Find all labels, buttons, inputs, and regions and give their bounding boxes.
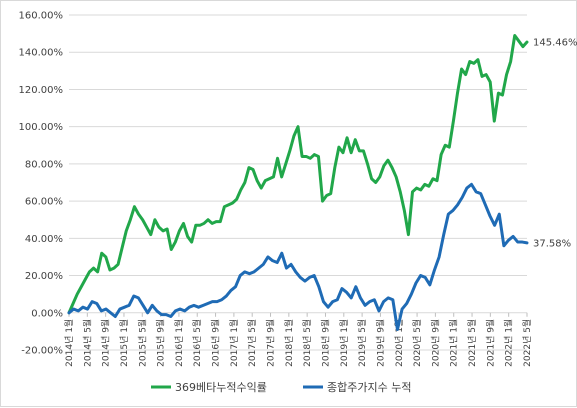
legend: 369베타누적수익률 종합주가지수 누적 xyxy=(151,381,411,394)
x-tick-label: 2017년 9월 xyxy=(265,319,277,367)
x-tick-label: 2014년 1월 xyxy=(63,319,75,367)
grid-lines xyxy=(69,14,527,351)
series-line-1 xyxy=(67,182,529,332)
x-tick-label: 2022년 5월 xyxy=(521,319,533,367)
x-tick-label: 2017년 1월 xyxy=(228,319,240,367)
x-tick-label: 2020년 1월 xyxy=(393,319,405,367)
legend-label: 종합주가지수 누적 xyxy=(327,381,411,394)
x-tick-label: 2017년 5월 xyxy=(246,319,258,367)
y-tick-label: 140.00% xyxy=(19,48,64,59)
end-labels: 145.46% 37.58% xyxy=(533,38,577,250)
x-tick-label: 2020년 5월 xyxy=(411,319,423,367)
x-tick-label: 2015년 1월 xyxy=(118,319,130,367)
x-tick-label: 2021년 5월 xyxy=(466,319,478,367)
x-tick-label: 2022년 1월 xyxy=(503,319,515,367)
y-tick-label: 60.00% xyxy=(25,197,63,208)
x-tick-label: 2016년 5월 xyxy=(191,319,203,367)
x-tick-label: 2020년 9월 xyxy=(429,319,441,367)
end-value-label: 37.58% xyxy=(533,238,571,249)
end-value-label: 145.46% xyxy=(533,38,577,49)
y-tick-label: 80.00% xyxy=(25,159,63,170)
series-lines xyxy=(67,33,529,332)
x-tick-label: 2018년 1월 xyxy=(283,319,295,367)
x-tick-label: 2021년 1월 xyxy=(448,319,460,367)
x-tick-label: 2015년 5월 xyxy=(136,319,148,367)
x-tick-label: 2019년 5월 xyxy=(356,319,368,367)
y-axis-ticks: -20.00% 0.00% 20.00% 40.00% 60.00% 80.00% 100.… xyxy=(19,11,64,357)
x-tick-label: 2016년 1월 xyxy=(173,319,185,367)
x-tick-label: 2019년 9월 xyxy=(374,319,386,367)
series-line-0 xyxy=(67,33,529,315)
x-tick-label: 2015년 9월 xyxy=(155,319,167,367)
x-tick-label: 2018년 9월 xyxy=(319,319,331,367)
x-tick-label: 2021년 9월 xyxy=(484,319,496,367)
x-tick-label: 2019년 1월 xyxy=(338,319,350,367)
x-axis-ticks: 2014년 1월 2014년 5월 2014년 9월 2015년 1월 2015년 5월… xyxy=(63,312,533,367)
y-tick-label: 160.00% xyxy=(19,11,64,22)
y-tick-label: 20.00% xyxy=(25,271,63,282)
x-tick-label: 2018년 5월 xyxy=(301,319,313,367)
y-tick-label: 40.00% xyxy=(25,234,63,245)
x-tick-label: 2014년 9월 xyxy=(100,319,112,367)
y-tick-label: 100.00% xyxy=(19,122,64,133)
x-tick-label: 2016년 9월 xyxy=(210,319,222,367)
y-tick-label: 120.00% xyxy=(19,85,64,96)
y-tick-label: -20.00% xyxy=(21,346,63,357)
x-tick-label: 2014년 5월 xyxy=(81,319,93,367)
legend-label: 369베타누적수익률 xyxy=(175,381,267,394)
y-tick-label: 0.00% xyxy=(31,308,63,319)
